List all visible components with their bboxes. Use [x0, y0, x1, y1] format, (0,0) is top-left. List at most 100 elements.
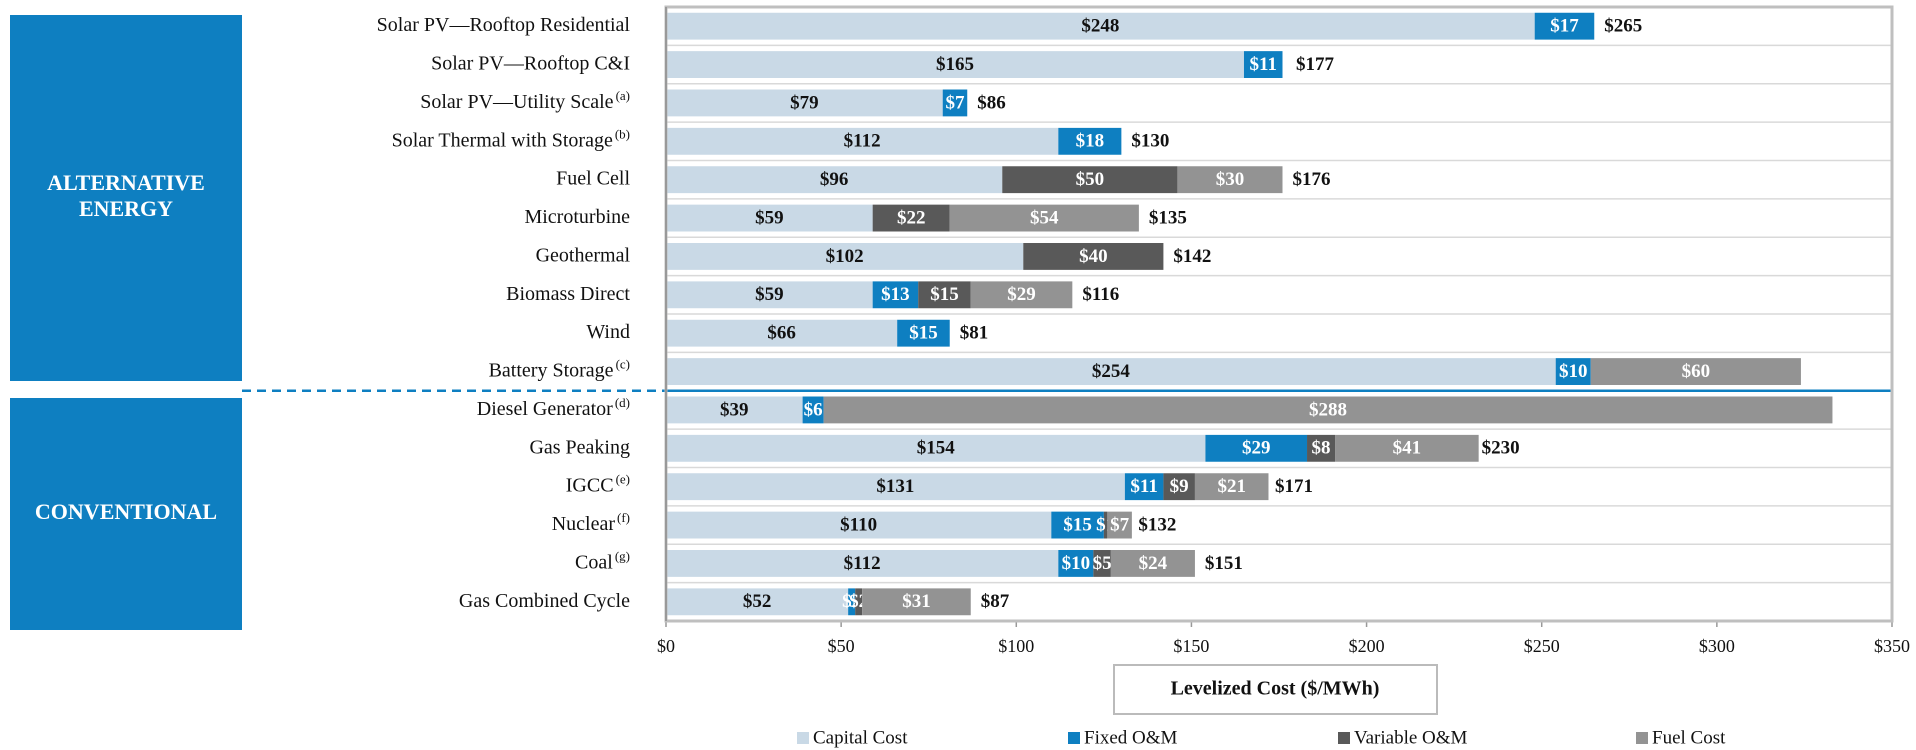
segment-label: $59 [755, 284, 784, 305]
segment-label: $60 [1682, 361, 1711, 382]
segment-label: $52 [743, 591, 772, 612]
segment-label: $9 [1170, 476, 1189, 497]
bar-segment [1023, 243, 1164, 270]
bar-segment [872, 281, 919, 309]
category-note: (e) [616, 472, 630, 487]
segment-label: $6 [804, 399, 823, 420]
category-label: Diesel Generator (d) [477, 395, 630, 420]
total-label: $151 [1205, 553, 1243, 574]
segment-label: $10 [1559, 361, 1588, 382]
category-note: (a) [616, 88, 630, 103]
segment-label: $8 [1312, 438, 1331, 459]
category-name: Geothermal [536, 244, 631, 266]
x-tick-label: $250 [1524, 636, 1560, 656]
category-label: Solar Thermal with Storage (b) [392, 126, 630, 151]
bar-segment [1058, 127, 1122, 155]
segment-label: $112 [844, 553, 881, 574]
segment-label: $29 [1242, 438, 1271, 459]
segment-label: $30 [1216, 169, 1245, 190]
bar-segment [666, 204, 873, 232]
segment-label: $31 [902, 591, 931, 612]
segment-label: $41 [1393, 438, 1422, 459]
legend-swatch [1338, 732, 1350, 744]
segment-label: $66 [767, 323, 796, 344]
x-tick-label: $0 [657, 636, 675, 656]
segment-label: $13 [881, 284, 910, 305]
category-label: Battery Storage (c) [489, 357, 630, 382]
category-note: (c) [616, 357, 630, 372]
legend-label: Fuel Cost [1652, 727, 1726, 748]
category-name: Gas Combined Cycle [459, 589, 630, 611]
total-label: $81 [960, 323, 989, 344]
category-name: Nuclear [552, 513, 616, 535]
total-label: $142 [1173, 246, 1211, 267]
bar-segment [918, 281, 971, 309]
bar-segment [1555, 358, 1591, 385]
legend-swatch [1068, 732, 1080, 744]
segment-label: $18 [1076, 131, 1105, 152]
bar-segment [1110, 550, 1195, 577]
bar-segment [1124, 473, 1164, 501]
bar-segment [666, 588, 849, 616]
category-label: Wind [586, 321, 630, 343]
category-name: Solar PV—Rooftop C&I [431, 52, 630, 74]
category-name: Battery Storage [489, 359, 614, 381]
segment-label: $11 [1130, 476, 1157, 497]
segment-label: $22 [897, 207, 926, 228]
segment-label: $59 [755, 207, 784, 228]
category-label: Coal (g) [575, 548, 630, 573]
category-label: IGCC (e) [566, 472, 630, 497]
segment-label: $7 [1110, 514, 1130, 535]
segment-label: $96 [820, 169, 849, 190]
category-name: Solar Thermal with Storage [392, 129, 613, 151]
segment-label: $131 [876, 476, 914, 497]
bar-segment [1107, 511, 1132, 539]
segment-label: $15 [909, 323, 938, 344]
legend-label: Fixed O&M [1084, 727, 1178, 748]
bar-segment [666, 396, 803, 424]
segment-label: $254 [1092, 361, 1131, 382]
bar-segment [666, 12, 1535, 40]
bar-segment [897, 319, 950, 347]
category-label: Solar PV—Utility Scale (a) [420, 88, 630, 113]
legend-swatch [797, 732, 809, 744]
category-name: Coal [575, 551, 613, 573]
category-label: Solar PV—Rooftop Residential [377, 14, 631, 36]
category-note: (d) [615, 395, 630, 410]
segment-label: $102 [826, 246, 864, 267]
x-tick-label: $150 [1173, 636, 1209, 656]
total-label: $135 [1149, 207, 1187, 228]
segment-label: $24 [1139, 553, 1168, 574]
total-label: $230 [1482, 438, 1520, 459]
legend-label: Capital Cost [813, 727, 908, 748]
category-name: Solar PV—Rooftop Residential [377, 14, 631, 36]
bar-segment [1205, 434, 1308, 462]
segment-label: $15 [930, 284, 959, 305]
category-label: Nuclear (f) [552, 510, 630, 535]
category-note: (g) [615, 548, 630, 563]
total-label: $177 [1296, 54, 1335, 75]
category-label: Geothermal [536, 244, 631, 266]
segment-label: $17 [1550, 16, 1579, 37]
bar-segment [1002, 166, 1178, 194]
bar-segment [949, 204, 1139, 232]
bar-segment [1534, 12, 1595, 40]
legend-swatch [1636, 732, 1648, 744]
bar-segment [666, 473, 1125, 501]
bar-segment [823, 396, 1833, 424]
segment-label: $248 [1081, 16, 1119, 37]
category-label: Biomass Direct [506, 282, 630, 304]
category-name: Biomass Direct [506, 282, 630, 304]
segment-label: $54 [1030, 207, 1059, 228]
legend-label: Variable O&M [1354, 727, 1468, 748]
category-note: (f) [617, 510, 630, 525]
bar-segment [862, 588, 971, 616]
segment-label: $110 [840, 514, 877, 535]
segment-label: $21 [1217, 476, 1246, 497]
total-label: $132 [1138, 514, 1176, 535]
bar-segment [666, 281, 873, 309]
bar-segment [1177, 166, 1283, 194]
bar-segment [666, 127, 1059, 155]
